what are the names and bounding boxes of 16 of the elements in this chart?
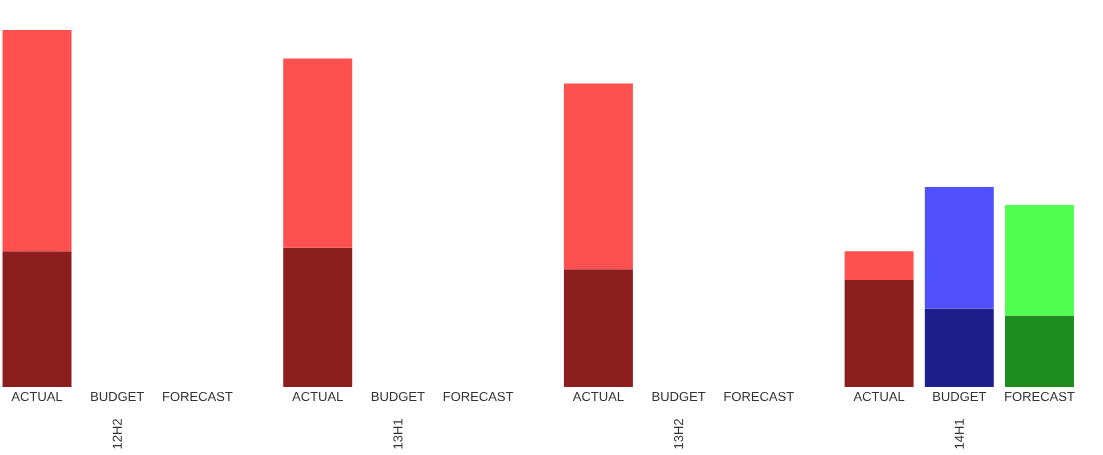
x-tick-label: ACTUAL (572, 391, 624, 402)
x-tick-label: BUDGET (933, 391, 987, 402)
x-tick-label: BUDGET (371, 391, 425, 402)
x-tick-label: ACTUAL (853, 391, 905, 402)
text: 13H1 (393, 419, 403, 449)
text: 14H1 (954, 419, 964, 449)
x-tick-label: FORECAST (724, 391, 794, 402)
x-tick-label: FORECAST (163, 391, 233, 402)
x-tick-label: BUDGET (652, 391, 706, 402)
x-tick-label: BUDGET (91, 391, 144, 402)
x-tick-label: ACTUAL (292, 391, 343, 402)
x-tick-label: FORECAST (443, 391, 514, 402)
x-tick-label: FORECAST (1005, 391, 1075, 402)
text: 13H2 (674, 419, 684, 449)
text: 12H2 (112, 419, 122, 449)
x-tick-label: ACTUAL (11, 391, 63, 402)
